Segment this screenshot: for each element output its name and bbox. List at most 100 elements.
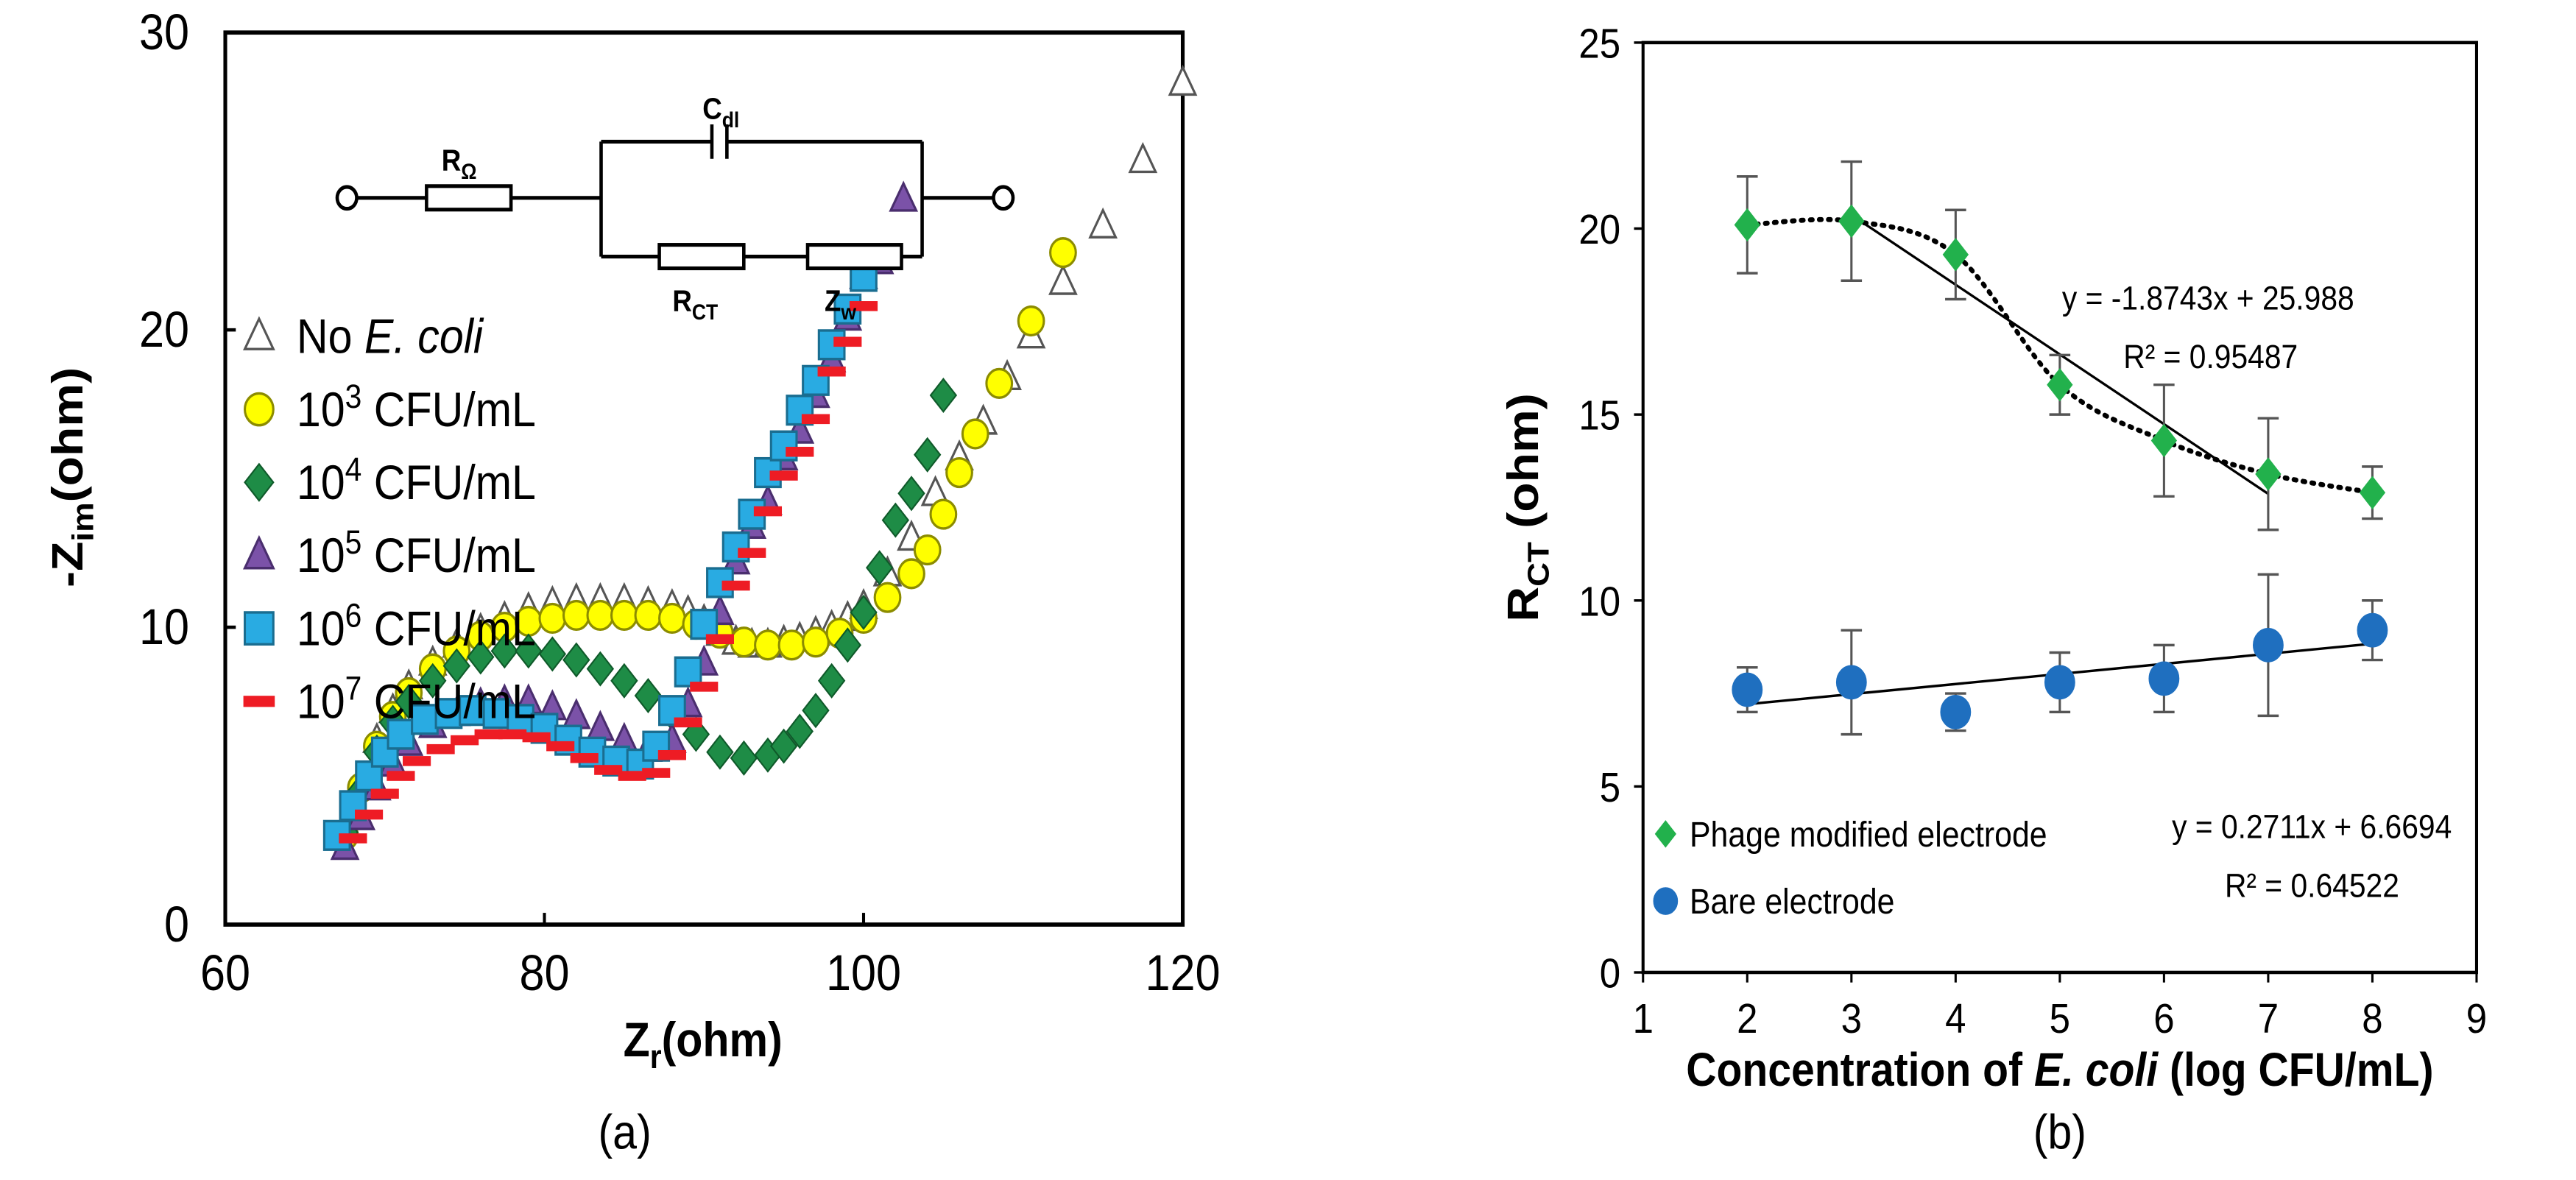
data-point-b bbox=[2255, 457, 2282, 491]
x-axis-label-b: Concentration of E. coli (log CFU/mL) bbox=[1686, 1043, 2433, 1096]
data-point-a bbox=[355, 809, 384, 820]
y-tick-label-b: 0 bbox=[1600, 950, 1620, 997]
x-tick-label-a: 60 bbox=[200, 944, 250, 1001]
data-point-a bbox=[634, 677, 663, 714]
data-point-a bbox=[777, 629, 806, 661]
legend-marker-a bbox=[243, 696, 275, 707]
data-point-a bbox=[786, 446, 814, 457]
data-point-a bbox=[538, 602, 567, 635]
x-tick-label-b: 2 bbox=[1737, 995, 1757, 1042]
data-point-a bbox=[546, 741, 575, 752]
data-point-a bbox=[339, 790, 367, 822]
data-point-a bbox=[786, 713, 814, 749]
y-tick-label-a: 0 bbox=[164, 896, 189, 953]
data-point-a bbox=[658, 602, 686, 635]
data-point-b bbox=[2357, 612, 2388, 648]
data-point-a bbox=[370, 788, 399, 799]
data-point-a bbox=[769, 728, 798, 764]
data-point-b bbox=[2044, 665, 2075, 700]
x-tick-label-a: 100 bbox=[826, 944, 901, 1001]
y-tick-label-b: 5 bbox=[1600, 764, 1620, 810]
legend-a: No E. coli 103 CFU/mL 104 CFU/mL 105 CFU/mL… bbox=[242, 310, 536, 729]
data-point-a bbox=[482, 698, 511, 729]
data-marks-a bbox=[322, 64, 1198, 861]
x-tick-label-b: 4 bbox=[1945, 995, 1966, 1042]
data-point-a bbox=[610, 599, 638, 632]
data-point-b bbox=[1835, 665, 1867, 700]
legend-label-a: 105 CFU/mL bbox=[297, 524, 536, 583]
legend-label-a: 106 CFU/mL bbox=[297, 597, 536, 656]
data-point-a bbox=[881, 502, 910, 538]
data-point-a bbox=[769, 470, 798, 481]
data-point-a bbox=[753, 506, 783, 517]
data-point-a bbox=[682, 716, 710, 752]
data-point-a bbox=[507, 704, 534, 735]
data-point-a bbox=[674, 656, 702, 688]
data-point-b bbox=[2148, 661, 2180, 696]
data-point-a bbox=[721, 580, 750, 591]
data-point-a bbox=[721, 531, 750, 563]
data-point-b bbox=[1940, 694, 1972, 729]
data-point-a bbox=[634, 599, 663, 632]
y-tick-label-a: 10 bbox=[139, 598, 189, 655]
legend-label-a: 107 CFU/mL bbox=[297, 670, 536, 729]
circuit-resistor-r-ct bbox=[657, 243, 746, 271]
data-point-a bbox=[618, 771, 646, 781]
x-tick-label-b: 3 bbox=[1841, 995, 1862, 1042]
data-point-a bbox=[738, 548, 766, 558]
data-point-a bbox=[833, 336, 862, 347]
legend-marker-a bbox=[242, 534, 275, 570]
y-tick-label-b: 10 bbox=[1578, 579, 1620, 625]
data-point-a bbox=[1128, 141, 1158, 174]
data-point-a bbox=[1017, 305, 1045, 337]
x-tick-label-b: 1 bbox=[1633, 995, 1654, 1042]
r-squared-phage: R² = 0.95487 bbox=[2123, 339, 2298, 376]
data-point-a bbox=[850, 594, 878, 630]
data-point-a bbox=[467, 639, 495, 675]
circuit-terminal-right bbox=[992, 185, 1015, 211]
series-a-5 bbox=[339, 259, 894, 844]
data-point-a bbox=[395, 684, 423, 720]
x-axis-label-a: Zr(ohm) bbox=[624, 1013, 783, 1076]
y-tick-label-a: 20 bbox=[139, 301, 189, 358]
data-point-a bbox=[562, 599, 590, 632]
data-point-a bbox=[1049, 237, 1077, 269]
data-point-a bbox=[610, 663, 638, 699]
axis-ticks-b: 1 2 3 4 5 6 7 8 9 0 5 10 15 20 25 bbox=[1578, 21, 2487, 1042]
data-point-a bbox=[451, 735, 479, 746]
data-point-a bbox=[754, 629, 782, 661]
equation-bare: y = 0.2711x + 6.6694 bbox=[2172, 809, 2452, 847]
data-point-a bbox=[690, 608, 719, 640]
data-point-a bbox=[897, 558, 925, 590]
data-point-a bbox=[387, 771, 415, 781]
data-point-a bbox=[865, 550, 894, 586]
data-point-b bbox=[1734, 208, 1760, 242]
data-point-a bbox=[585, 710, 615, 741]
data-point-a bbox=[802, 693, 830, 729]
series-b-1 bbox=[1732, 573, 2388, 736]
data-point-a bbox=[570, 753, 599, 763]
data-point-b bbox=[2359, 476, 2386, 509]
circuit-resistor-r-ohm bbox=[425, 184, 513, 212]
data-point-a bbox=[889, 180, 919, 212]
x-tick-label-b: 7 bbox=[2258, 995, 2279, 1042]
legend-marker-a bbox=[243, 611, 275, 646]
data-point-a bbox=[706, 734, 734, 770]
plot-frame-a bbox=[223, 30, 1185, 927]
legend-label-a: No E. coli bbox=[297, 310, 484, 364]
data-point-a bbox=[538, 636, 567, 672]
data-point-a bbox=[817, 366, 846, 377]
data-point-a bbox=[817, 663, 846, 699]
data-point-a bbox=[594, 765, 623, 775]
legend-b: Phage modified electrode Bare electrode bbox=[1653, 815, 2047, 922]
data-point-a bbox=[490, 633, 519, 669]
y-tick-label-b: 15 bbox=[1578, 392, 1620, 439]
y-axis-label-a: -Zim(ohm) bbox=[43, 367, 100, 587]
data-point-b bbox=[1942, 238, 1969, 272]
data-point-b bbox=[1838, 204, 1865, 239]
y-tick-label-a: 30 bbox=[139, 4, 189, 60]
legend-marker-a bbox=[243, 392, 275, 427]
data-point-a bbox=[913, 534, 942, 566]
